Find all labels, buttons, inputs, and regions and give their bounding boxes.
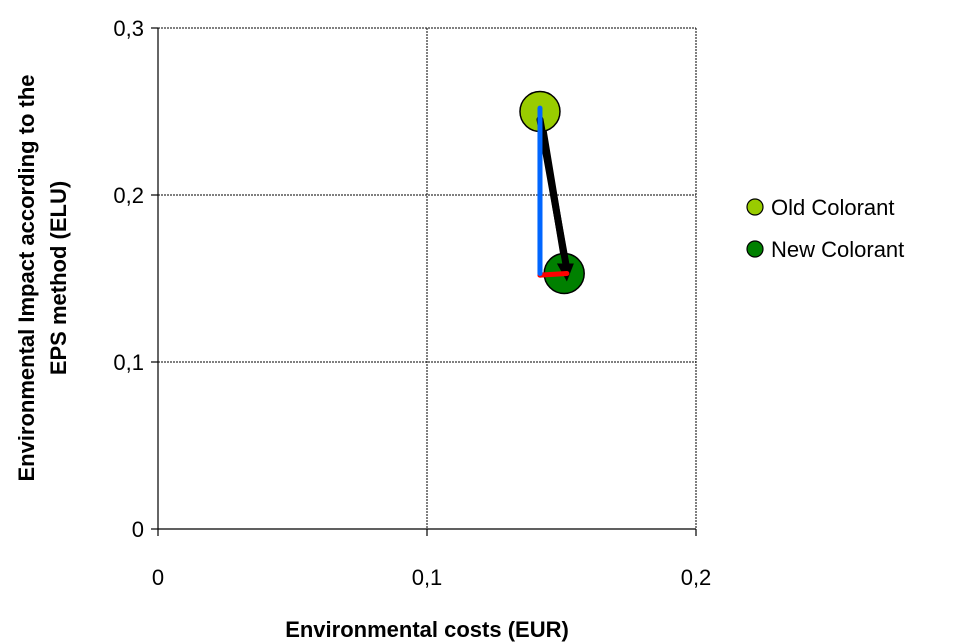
x-tick-label: 0 bbox=[152, 565, 164, 590]
y-tick-label: 0,2 bbox=[113, 183, 144, 208]
data-points bbox=[519, 90, 585, 295]
tick-labels: 0 0,1 0,2 0,3 0 0,1 0,2 bbox=[113, 16, 711, 590]
y-tick-label: 0 bbox=[132, 517, 144, 542]
y-tick-label: 0,1 bbox=[113, 350, 144, 375]
legend-marker bbox=[746, 240, 764, 258]
arrow-line-top bbox=[536, 116, 571, 273]
y-axis-title: Environmental Impact according to the EPS… bbox=[14, 74, 71, 481]
y-axis-title-line: Environmental Impact according to the bbox=[14, 74, 39, 481]
y-axis-title-line: EPS method (ELU) bbox=[46, 181, 71, 375]
arrow-line-red-top bbox=[537, 270, 570, 278]
x-tick-label: 0,1 bbox=[412, 565, 443, 590]
gridlines bbox=[158, 27, 697, 529]
y-tick-label: 0,3 bbox=[113, 16, 144, 41]
legend-label: New Colorant bbox=[771, 237, 904, 262]
x-axis-title: Environmental costs (EUR) bbox=[285, 617, 569, 642]
x-tick-label: 0,2 bbox=[681, 565, 712, 590]
axes bbox=[151, 27, 697, 536]
legend-marker bbox=[746, 198, 764, 216]
legend-label: Old Colorant bbox=[771, 195, 895, 220]
legend: Old Colorant New Colorant bbox=[746, 195, 904, 262]
